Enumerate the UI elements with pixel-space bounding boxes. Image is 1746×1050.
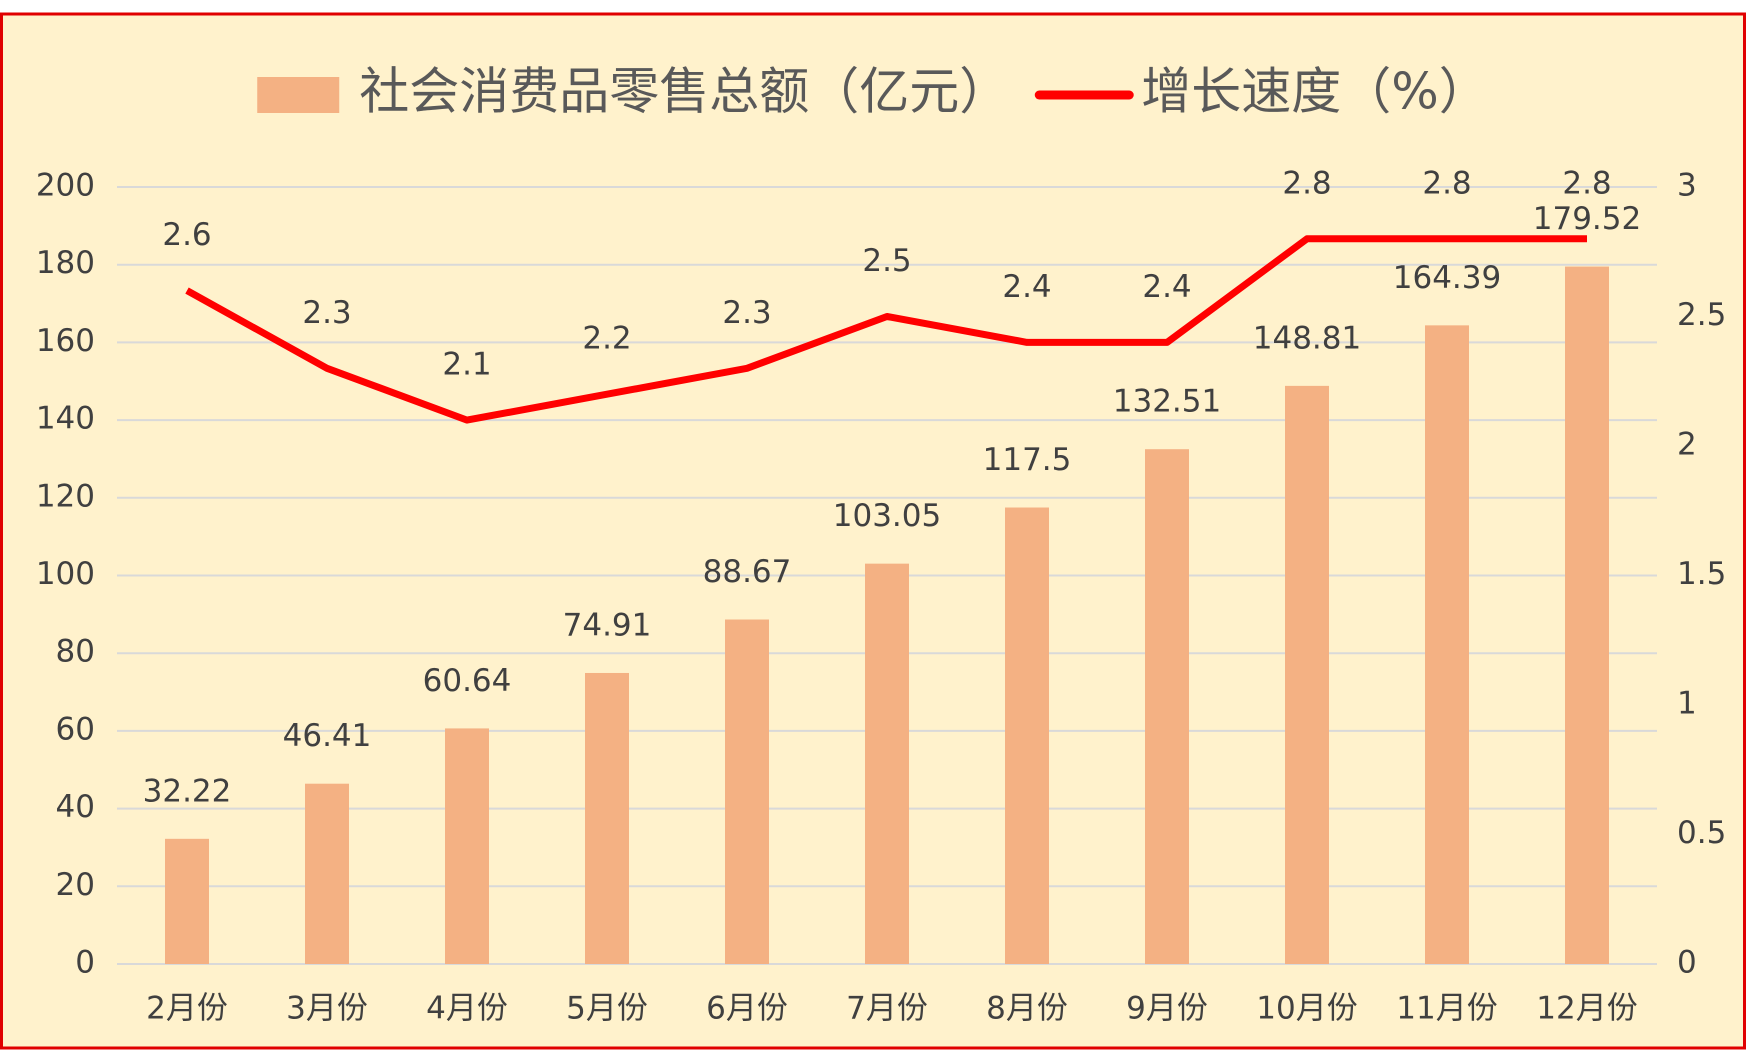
bar: [1425, 325, 1469, 964]
y2-tick-label: 0: [1677, 945, 1697, 981]
y2-tick-label: 2: [1677, 427, 1697, 463]
x-tick-label: 4月份: [426, 991, 508, 1027]
legend: 社会消费品零售总额（亿元） 增长速度（%）: [257, 63, 1489, 121]
bar-value-label: 32.22: [143, 773, 232, 809]
bar: [305, 783, 349, 964]
bar-value-label: 179.52: [1533, 201, 1641, 237]
bar: [585, 672, 629, 964]
line-value-label: 2.5: [862, 243, 911, 279]
line-value-label: 2.3: [722, 295, 771, 331]
line-value-label: 2.2: [582, 321, 631, 357]
y2-tick-label: 0.5: [1677, 815, 1726, 851]
x-tick-label: 2月份: [146, 991, 228, 1027]
bar: [1565, 266, 1609, 964]
bar: [1145, 449, 1189, 965]
line: [185, 235, 1587, 424]
bar-value-label: 164.39: [1393, 260, 1501, 296]
x-tick-label: 9月份: [1126, 991, 1208, 1027]
bar: [445, 728, 489, 964]
bar-value-label: 88.67: [703, 554, 792, 590]
y-tick-label: 180: [36, 245, 95, 281]
bar-value-label: 117.5: [983, 442, 1072, 478]
x-tick-label: 3月份: [286, 991, 368, 1027]
bar-value-label: 74.91: [563, 607, 652, 643]
bar-value-label: 148.81: [1253, 320, 1361, 356]
line-value-label: 2.3: [302, 295, 351, 331]
bar: [165, 838, 209, 964]
y-tick-label: 40: [56, 789, 95, 825]
bar: [1005, 507, 1049, 964]
y2-tick-label: 3: [1677, 168, 1697, 204]
y-tick-label: 80: [56, 634, 95, 670]
line-value-label: 2.8: [1282, 165, 1331, 201]
x-tick-label: 10月份: [1256, 991, 1357, 1027]
y-tick-label: 20: [56, 867, 95, 903]
legend-label: 社会消费品零售总额（亿元）: [359, 63, 1009, 121]
legend-swatch: [257, 77, 340, 113]
x-tick-label: 6月份: [706, 991, 788, 1027]
y-tick-label: 100: [36, 556, 95, 592]
bar-value-label: 46.41: [283, 718, 372, 754]
line-value-label: 2.8: [1422, 165, 1471, 201]
bar: [1285, 385, 1329, 964]
bar: [725, 619, 769, 964]
y-tick-label: 200: [36, 168, 95, 204]
x-tick-label: 7月份: [846, 991, 928, 1027]
line-value-label: 2.8: [1562, 165, 1611, 201]
bar: [865, 563, 909, 964]
x-tick-label: 5月份: [566, 991, 648, 1027]
bar-value-label: 132.51: [1113, 384, 1221, 420]
bar-value-label: 60.64: [423, 663, 512, 699]
line-value-label: 2.4: [1142, 269, 1191, 305]
y2-tick-label: 1.5: [1677, 556, 1726, 592]
y-tick-label: 60: [56, 711, 95, 747]
x-tick-label: 12月份: [1536, 991, 1637, 1027]
legend-label: 增长速度（%）: [1141, 63, 1489, 121]
line-value-label: 2.4: [1002, 269, 1051, 305]
y-tick-label: 160: [36, 323, 95, 359]
line-value-label: 2.1: [442, 347, 491, 383]
y2-tick-label: 1: [1677, 686, 1697, 722]
bar-value-label: 103.05: [833, 498, 941, 534]
y-tick-label: 140: [36, 401, 95, 437]
x-tick-label: 11月份: [1396, 991, 1497, 1027]
y2-tick-label: 2.5: [1677, 297, 1726, 333]
y-tick-label: 0: [75, 945, 95, 981]
line-value-label: 2.6: [162, 217, 211, 253]
y-tick-label: 120: [36, 478, 95, 514]
x-tick-label: 8月份: [986, 991, 1068, 1027]
